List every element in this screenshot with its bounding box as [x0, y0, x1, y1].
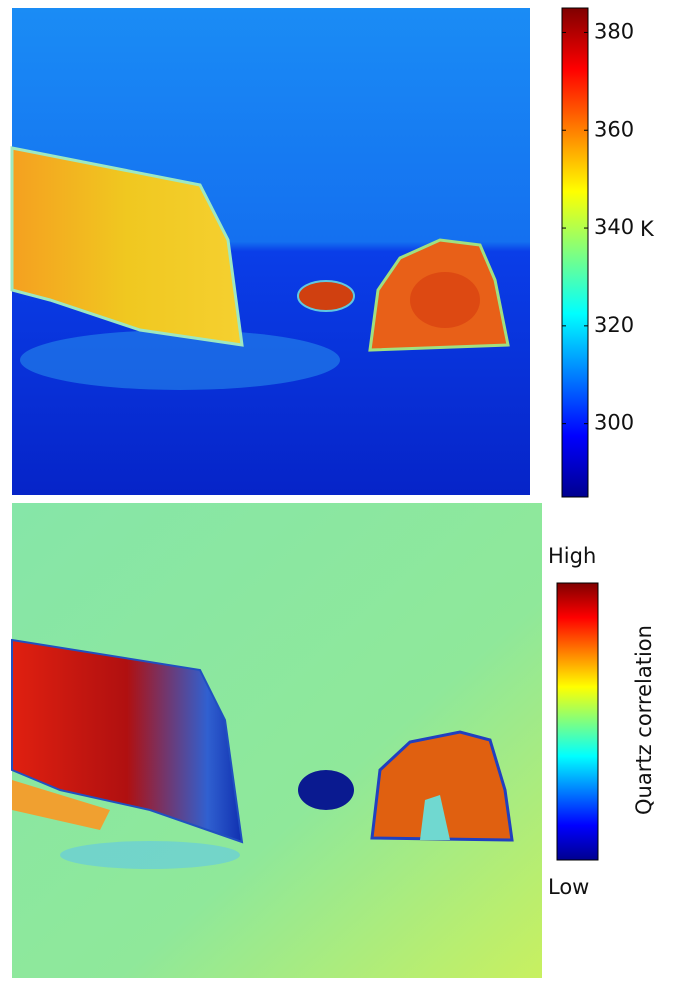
thermal-image: [10, 8, 530, 495]
low-label: Low: [548, 875, 589, 899]
tick-label: 380: [594, 19, 634, 43]
colorbar-ticks: 300 320 340 360 380: [562, 19, 634, 435]
tick-label: 320: [594, 313, 634, 337]
colorbar-title: Quartz correlation: [632, 625, 656, 815]
tick-label: 340: [594, 215, 634, 239]
high-label: High: [548, 544, 596, 568]
correlation-colorbar: [556, 582, 599, 861]
quartz-image: [11, 503, 542, 978]
tick-label: 300: [594, 411, 634, 435]
unit-label: K: [640, 217, 655, 241]
tick-label: 360: [594, 117, 634, 141]
temperature-colorbar: [561, 7, 589, 498]
